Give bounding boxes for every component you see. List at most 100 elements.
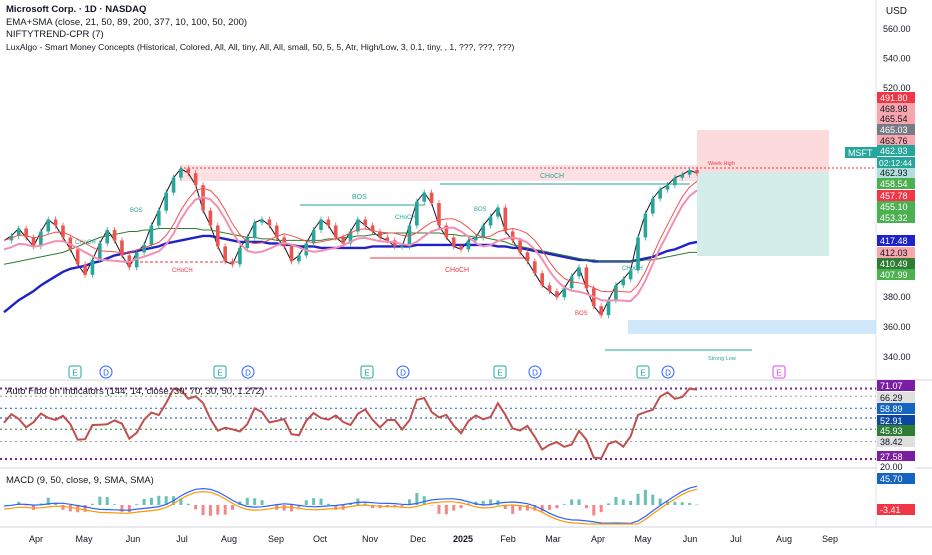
macd-histogram-bar [304, 500, 308, 505]
indicator-smc[interactable]: LuxAlgo - Smart Money Concepts (Historic… [6, 42, 515, 52]
macd-histogram-bar [61, 505, 65, 510]
price-badge [877, 145, 915, 156]
candle-body [245, 237, 250, 248]
macd-histogram-bar [297, 505, 301, 508]
macd-histogram-bar [282, 505, 286, 511]
macd-histogram-bar [599, 505, 603, 513]
macd-histogram-bar [695, 504, 699, 506]
dividend-marker[interactable] [528, 365, 542, 379]
dividend-marker-text: D [245, 369, 251, 378]
candle-body [297, 255, 301, 262]
earnings-marker-text: E [72, 369, 77, 378]
macd-histogram-bar [415, 493, 419, 505]
candle-body [230, 261, 235, 265]
price-badge [877, 212, 915, 223]
candle-body [319, 219, 323, 230]
candle-body [673, 177, 677, 186]
currency-label: USD [885, 6, 907, 17]
candle-body [341, 237, 345, 244]
macd-histogram-bar [533, 505, 537, 511]
candle-body [459, 246, 463, 250]
rsi-badge [877, 392, 915, 403]
time-axis-label: Jun [683, 534, 698, 544]
candle-body [643, 213, 648, 238]
price-badge [877, 178, 915, 189]
dividend-marker-text: D [532, 369, 538, 378]
macd-histogram-bar [120, 505, 124, 512]
candle-body [525, 252, 530, 262]
rsi-badge-text: 20.00 [880, 462, 903, 472]
price-badge [877, 201, 915, 212]
candle-body [171, 177, 176, 193]
earnings-marker[interactable] [213, 365, 227, 379]
price-badge-text: 463.76 [880, 136, 908, 146]
earnings-marker-text: E [776, 369, 781, 378]
candle-body [348, 231, 353, 244]
dividend-marker[interactable] [241, 365, 255, 379]
macd-histogram-bar [444, 505, 448, 515]
candle-body [437, 203, 441, 226]
macd-histogram-bar [680, 502, 684, 505]
price-badge-text: 417.48 [880, 236, 908, 246]
candle-body [215, 225, 220, 247]
macd-histogram-bar [149, 497, 153, 505]
price-badge-text: 491.80 [880, 93, 908, 103]
time-axis-label: Sep [268, 534, 284, 544]
candle-body [392, 240, 397, 247]
macd-histogram-bar [253, 498, 257, 505]
dividend-marker[interactable] [99, 365, 113, 379]
symbol-tag[interactable] [845, 147, 877, 158]
macd-histogram-bar [164, 496, 168, 505]
symbol-tag-text: MSFT [848, 148, 873, 158]
time-axis-label: May [634, 534, 652, 544]
macd-badge-text: -3.41 [880, 505, 901, 515]
macd-badge [877, 473, 915, 484]
macd-histogram-bar [31, 505, 35, 510]
earnings-marker[interactable] [493, 365, 507, 379]
price-badge-text: 462.93 [880, 146, 908, 156]
bos-label-jun: BOS [130, 208, 143, 214]
earnings-marker[interactable] [636, 365, 650, 379]
price-badge-text: 453.32 [880, 213, 908, 223]
macd-histogram-bar [90, 503, 94, 505]
price-badge-text: 455.10 [880, 202, 908, 212]
candle-body [628, 270, 633, 280]
time-axis-label: Feb [500, 534, 516, 544]
macd-line [3, 485, 698, 524]
candle-body [164, 192, 168, 211]
candle-body [208, 210, 213, 226]
candle-body [112, 229, 117, 241]
earnings-marker-text: E [364, 369, 369, 378]
macd-histogram-bar [407, 499, 411, 505]
macd-histogram-bar [636, 493, 640, 505]
candle-body [39, 231, 43, 247]
price-badge [877, 135, 915, 146]
macd-histogram-bar [489, 499, 493, 505]
time-axis-label: Apr [591, 534, 605, 544]
candle-body [422, 192, 427, 202]
strong-low-label: Strong Low [708, 356, 736, 362]
macd-badge-text: 45.70 [880, 474, 903, 484]
indicator-cpr[interactable]: NIFTYTREND-CPR (7) [6, 29, 104, 40]
earnings-marker[interactable] [360, 365, 374, 379]
time-axis-label: Nov [362, 534, 379, 544]
rsi-panel-label[interactable]: Auto Fibo on Indicators (144, 14, close,… [6, 386, 265, 397]
indicator-ema-sma[interactable]: EMA+SMA (close, 21, 50, 89, 200, 377, 10… [6, 17, 248, 28]
rsi-badge-text: 58.89 [880, 404, 903, 414]
dividend-marker[interactable] [396, 365, 410, 379]
price-badge-text: 462.93 [880, 168, 908, 178]
macd-histogram-bar [54, 503, 58, 505]
macd-histogram-bar [651, 494, 655, 505]
candle-body [577, 267, 581, 277]
macd-histogram-bar [260, 500, 264, 505]
macd-histogram-bar [518, 505, 522, 511]
macd-panel-label[interactable]: MACD (9, 50, close, 9, SMA, SMA) [6, 475, 154, 486]
candle-body [98, 243, 102, 260]
price-badge-text: 407.99 [880, 270, 908, 280]
dividend-marker[interactable] [661, 365, 675, 379]
earnings-marker[interactable] [772, 365, 786, 379]
earnings-marker[interactable] [68, 365, 82, 379]
candle-body [53, 219, 58, 226]
